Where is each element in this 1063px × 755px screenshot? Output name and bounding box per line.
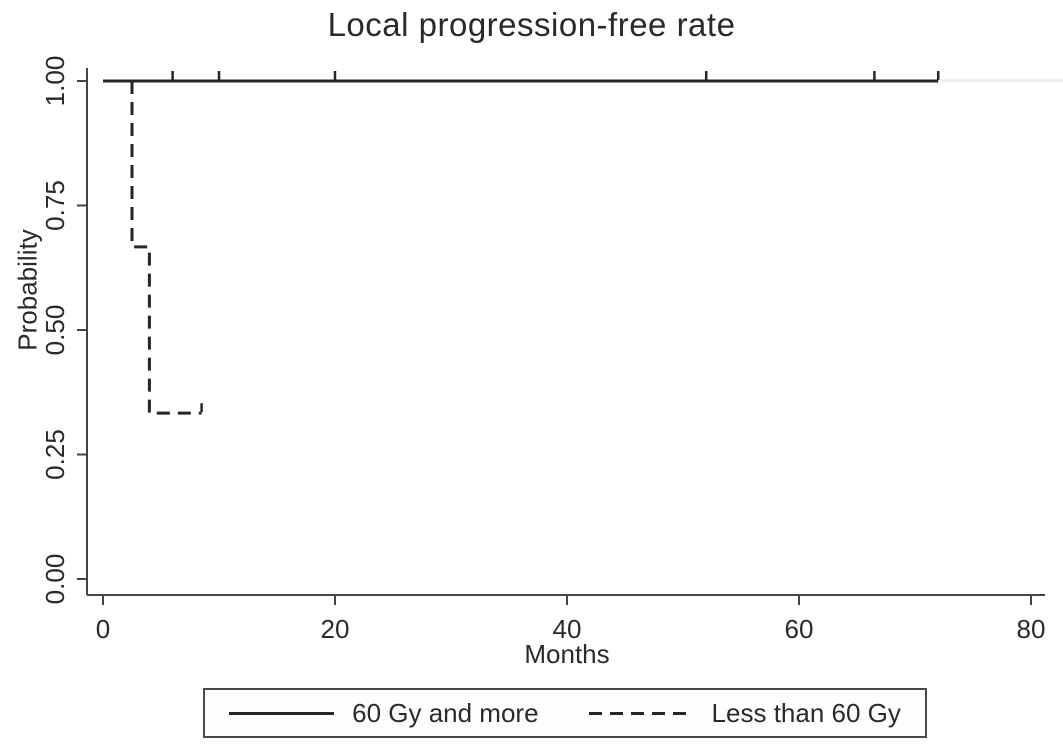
x-tick-label: 0 bbox=[96, 614, 110, 644]
line-end-artifact bbox=[941, 79, 1063, 82]
legend-item-60gy-and-more: 60 Gy and more bbox=[229, 697, 539, 729]
x-tick-label: 60 bbox=[785, 614, 814, 644]
y-tick-label: 1.00 bbox=[40, 56, 70, 107]
y-tick-label: 0.00 bbox=[40, 554, 70, 605]
dashed-line-sample bbox=[588, 711, 694, 715]
y-tick-label: 0.75 bbox=[40, 180, 70, 231]
legend-label: 60 Gy and more bbox=[352, 697, 539, 728]
legend-item-less-than-60gy: Less than 60 Gy bbox=[588, 697, 901, 729]
x-axis-label: Months bbox=[524, 639, 610, 669]
series-line-dashed bbox=[130, 81, 202, 415]
y-tick-label: 0.50 bbox=[40, 305, 70, 356]
chart-title: Local progression-free rate bbox=[327, 6, 736, 43]
x-tick-label: 20 bbox=[321, 614, 350, 644]
legend: 60 Gy and more Less than 60 Gy bbox=[203, 688, 927, 738]
legend-label: Less than 60 Gy bbox=[711, 697, 901, 728]
x-tick-label: 40 bbox=[553, 614, 582, 644]
y-tick-label: 0.25 bbox=[40, 429, 70, 480]
solid-line-sample bbox=[229, 711, 335, 715]
x-tick-label: 80 bbox=[1017, 614, 1046, 644]
